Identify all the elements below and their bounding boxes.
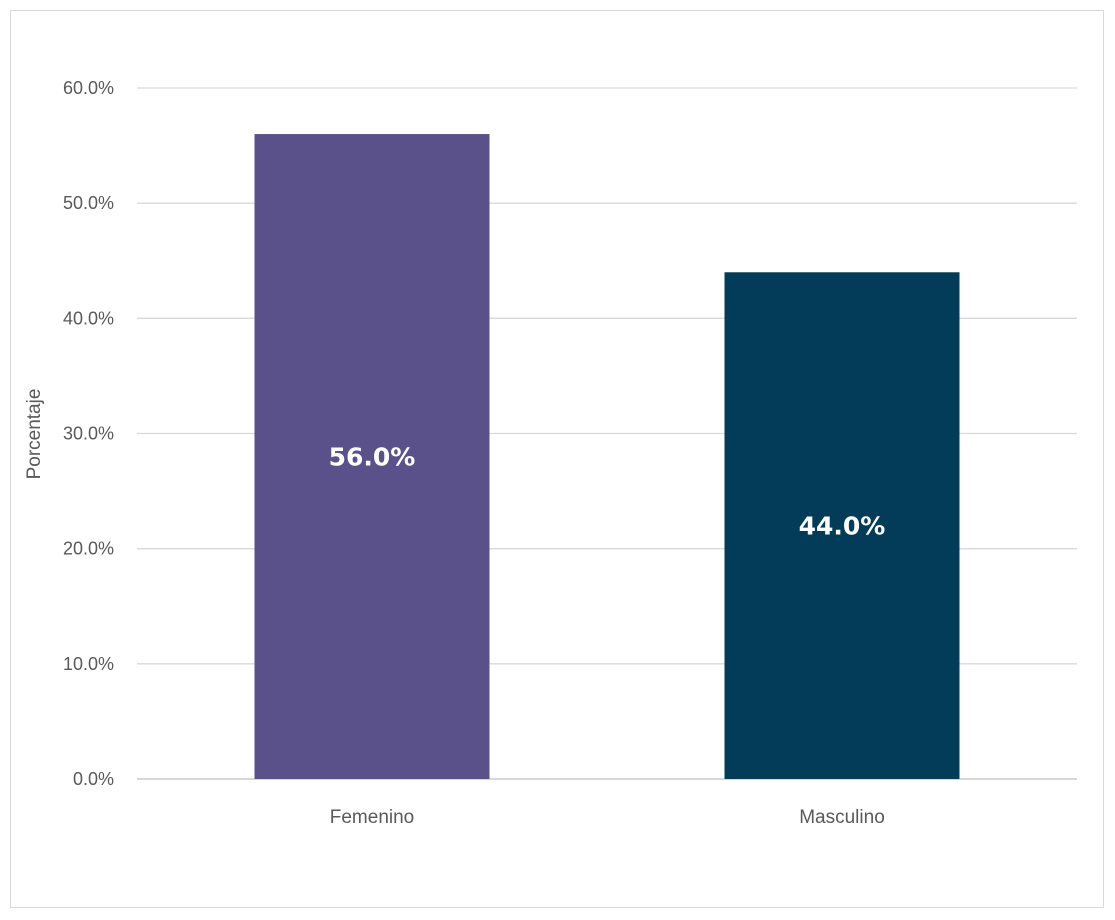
- x-axis-categories: Femenino Masculino: [330, 807, 885, 828]
- data-labels: 56.0% 44.0%: [329, 443, 886, 541]
- y-axis-title: Porcentaje: [24, 389, 45, 480]
- y-tick-label: 20.0%: [63, 539, 114, 559]
- x-category-label: Femenino: [330, 807, 415, 828]
- y-tick-label: 60.0%: [63, 78, 114, 98]
- bar-femenino: [254, 134, 490, 780]
- y-axis-ticks: 0.0% 10.0% 20.0% 30.0% 40.0% 50.0% 60.0%: [63, 78, 114, 789]
- y-tick-label: 30.0%: [63, 424, 114, 444]
- y-tick-label: 10.0%: [63, 654, 114, 674]
- y-tick-label: 50.0%: [63, 193, 114, 213]
- data-label: 44.0%: [799, 512, 886, 541]
- y-tick-label: 40.0%: [63, 308, 114, 328]
- data-label: 56.0%: [329, 443, 416, 472]
- bar-masculino: [724, 272, 960, 779]
- y-tick-label: 0.0%: [73, 769, 114, 789]
- x-category-label: Masculino: [799, 807, 885, 828]
- bars: [254, 134, 960, 780]
